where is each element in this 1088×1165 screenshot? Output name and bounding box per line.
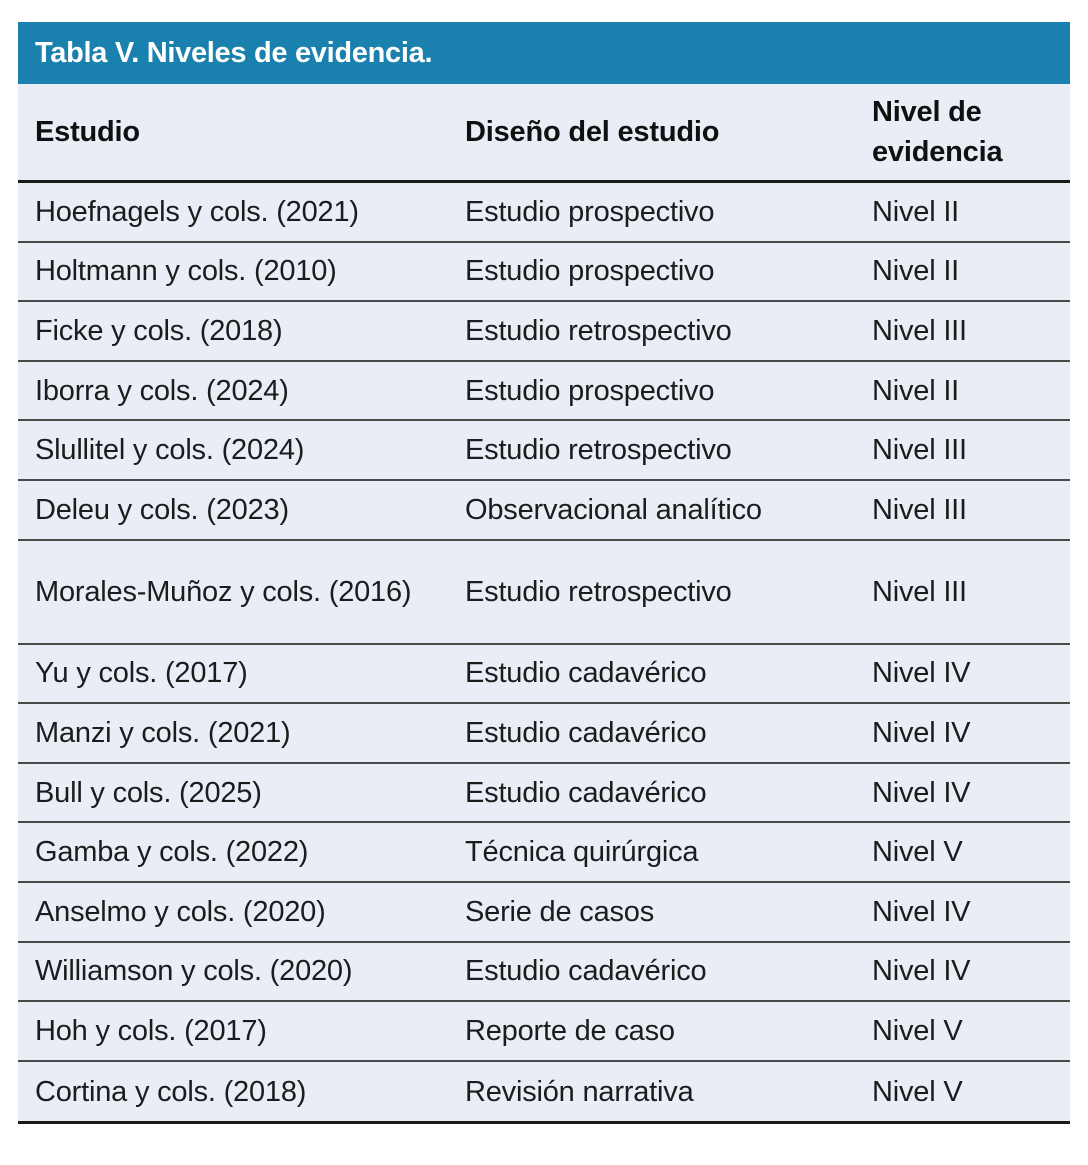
cell-estudio: Bull y cols. (2025) (35, 776, 262, 809)
cell-estudio: Williamson y cols. (2020) (35, 955, 353, 988)
cell-diseno: Revisión narrativa (465, 1075, 694, 1108)
table-row: Gamba y cols. (2022) Técnica quirúrgica … (18, 823, 1070, 883)
cell-nivel: Nivel V (872, 836, 963, 869)
cell-estudio: Yu y cols. (2017) (35, 657, 248, 690)
cell-diseno: Estudio cadavérico (465, 776, 707, 809)
cell-nivel: Nivel III (872, 493, 967, 526)
cell-nivel: Nivel II (872, 255, 960, 288)
cell-nivel: Nivel V (872, 1075, 963, 1108)
cell-estudio: Hoefnagels y cols. (2021) (35, 195, 359, 228)
cell-estudio: Hoh y cols. (2017) (35, 1014, 267, 1047)
column-header-diseno: Diseño del estudio (465, 116, 720, 148)
cell-estudio: Gamba y cols. (2022) (35, 836, 309, 869)
cell-estudio: Slullitel y cols. (2024) (35, 434, 305, 467)
table-row: Williamson y cols. (2020) Estudio cadavé… (18, 943, 1070, 1003)
table-title: Tabla V. Niveles de evidencia. (35, 36, 433, 69)
cell-diseno: Estudio retrospectivo (465, 575, 732, 608)
cell-nivel: Nivel II (872, 195, 960, 228)
cell-estudio: Anselmo y cols. (2020) (35, 895, 326, 928)
table-row: Slullitel y cols. (2024) Estudio retrosp… (18, 421, 1070, 481)
table-row: Manzi y cols. (2021) Estudio cadavérico … (18, 704, 1070, 764)
cell-estudio: Deleu y cols. (2023) (35, 493, 289, 526)
cell-diseno: Estudio retrospectivo (465, 314, 732, 347)
cell-nivel: Nivel III (872, 575, 967, 608)
cell-diseno: Observacional analítico (465, 493, 762, 526)
cell-diseno: Estudio prospectivo (465, 255, 715, 288)
cell-diseno: Estudio prospectivo (465, 195, 715, 228)
cell-nivel: Nivel IV (872, 776, 971, 809)
cell-nivel: Nivel III (872, 314, 967, 347)
cell-nivel: Nivel IV (872, 955, 971, 988)
cell-diseno: Estudio cadavérico (465, 716, 707, 749)
table-row: Yu y cols. (2017) Estudio cadavérico Niv… (18, 645, 1070, 705)
cell-nivel: Nivel III (872, 434, 967, 467)
cell-estudio: Iborra y cols. (2024) (35, 374, 289, 407)
table-row: Ficke y cols. (2018) Estudio retrospecti… (18, 302, 1070, 362)
table-row: Bull y cols. (2025) Estudio cadavérico N… (18, 764, 1070, 824)
cell-nivel: Nivel II (872, 374, 960, 407)
cell-diseno: Estudio prospectivo (465, 374, 715, 407)
cell-estudio: Ficke y cols. (2018) (35, 314, 283, 347)
cell-estudio: Manzi y cols. (2021) (35, 716, 291, 749)
cell-nivel: Nivel IV (872, 716, 971, 749)
evidence-table: Tabla V. Niveles de evidencia. Estudio D… (18, 22, 1070, 1125)
cell-diseno: Estudio cadavérico (465, 657, 707, 690)
cell-estudio: Holtmann y cols. (2010) (35, 255, 337, 288)
table-row: Deleu y cols. (2023) Observacional analí… (18, 481, 1070, 541)
table-row: Anselmo y cols. (2020) Serie de casos Ni… (18, 883, 1070, 943)
cell-diseno: Técnica quirúrgica (465, 836, 699, 869)
cell-nivel: Nivel V (872, 1014, 963, 1047)
cell-nivel: Nivel IV (872, 657, 971, 690)
cell-diseno: Estudio cadavérico (465, 955, 707, 988)
column-header-nivel: Nivel de evidencia (872, 96, 1003, 168)
table-row: Hoh y cols. (2017) Reporte de caso Nivel… (18, 1002, 1070, 1062)
table-header-row: Estudio Diseño del estudio Nivel de evid… (18, 84, 1070, 183)
table-row: Iborra y cols. (2024) Estudio prospectiv… (18, 362, 1070, 422)
table-body: Estudio Diseño del estudio Nivel de evid… (18, 84, 1070, 1125)
cell-diseno: Estudio retrospectivo (465, 434, 732, 467)
cell-diseno: Reporte de caso (465, 1014, 675, 1047)
cell-estudio: Morales-Muñoz y cols. (2016) (35, 575, 412, 608)
table-row: Morales-Muñoz y cols. (2016) Estudio ret… (18, 541, 1070, 645)
table-row: Holtmann y cols. (2010) Estudio prospect… (18, 243, 1070, 303)
cell-estudio: Cortina y cols. (2018) (35, 1075, 307, 1108)
cell-diseno: Serie de casos (465, 895, 655, 928)
cell-nivel: Nivel IV (872, 895, 971, 928)
column-header-estudio: Estudio (35, 116, 140, 148)
table-row: Hoefnagels y cols. (2021) Estudio prospe… (18, 183, 1070, 243)
table-title-bar: Tabla V. Niveles de evidencia. (18, 22, 1070, 84)
table-row: Cortina y cols. (2018) Revisión narrativ… (18, 1062, 1070, 1122)
